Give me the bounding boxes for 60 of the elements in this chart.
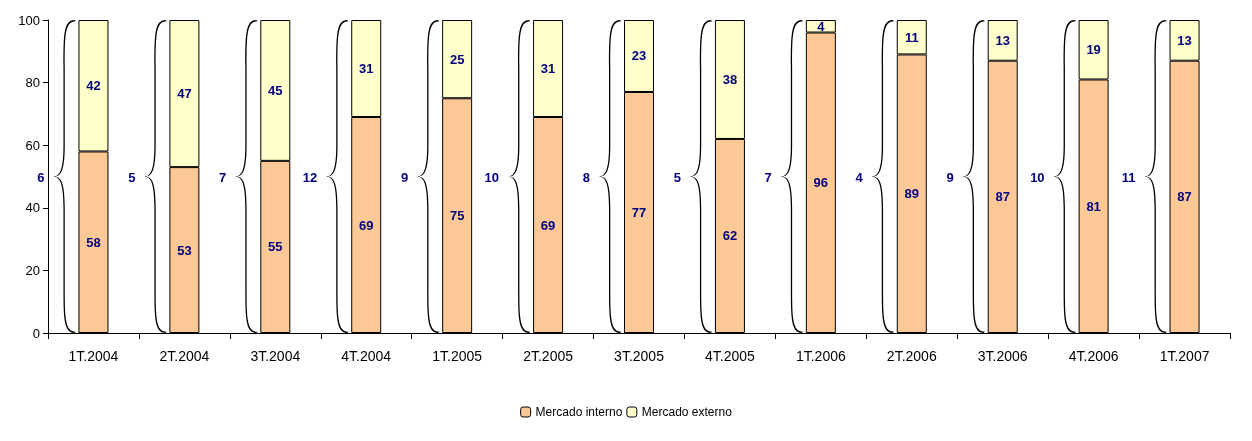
data-label: 31: [540, 61, 556, 77]
x-tick-label: 3T.2004: [250, 348, 301, 364]
data-label: 96: [813, 175, 829, 191]
annotation: 5: [673, 169, 681, 185]
x-tick-label: 1T.2006: [795, 348, 846, 364]
annotation: 12: [302, 169, 318, 185]
annotation: 11: [1121, 169, 1136, 185]
x-tick-label: 4T.2004: [341, 348, 392, 364]
data-label: 45: [268, 82, 283, 98]
y-tick-label: 80: [25, 75, 40, 91]
x-tick-label: 3T.2006: [977, 348, 1028, 364]
data-label: 87: [1177, 189, 1192, 205]
data-label: 69: [540, 217, 556, 233]
data-label: 13: [995, 32, 1010, 48]
data-label: 38: [722, 71, 738, 87]
annotation: 10: [1030, 169, 1045, 185]
x-tick-label: 1T.2004: [68, 348, 119, 364]
data-label: 87: [995, 189, 1010, 205]
data-label: 4: [817, 18, 826, 34]
legend-label: Mercado interno: [535, 405, 623, 419]
data-label: 53: [177, 242, 192, 258]
y-tick-label: 0: [32, 325, 40, 341]
data-label: 89: [904, 186, 919, 202]
data-label: 47: [177, 86, 192, 102]
x-tick-label: 3T.2005: [614, 348, 665, 364]
data-label: 19: [1086, 42, 1101, 58]
data-label: 42: [86, 78, 101, 94]
data-label: 31: [359, 61, 374, 77]
data-label: 77: [631, 204, 647, 220]
annotation: 4: [855, 169, 864, 185]
data-label: 75: [449, 208, 465, 224]
data-label: 55: [268, 239, 283, 255]
annotation: 7: [764, 169, 772, 185]
data-label: 25: [449, 51, 465, 67]
x-tick-label: 1T.2007: [1159, 348, 1210, 364]
data-label: 23: [631, 48, 647, 64]
y-tick-label: 40: [25, 200, 40, 216]
x-tick-label: 2T.2004: [159, 348, 210, 364]
annotation: 5: [128, 169, 136, 185]
annotation: 10: [484, 169, 500, 185]
text: 6: [37, 169, 45, 185]
x-tick-label: 2T.2006: [886, 348, 937, 364]
y-tick-label: 100: [18, 12, 40, 28]
annotation: 9: [400, 169, 409, 185]
x-tick-label: 1T.2005: [432, 348, 483, 364]
data-label: 11: [904, 29, 919, 45]
legend-label: Mercado externo: [641, 405, 733, 419]
data-label: 58: [86, 234, 101, 250]
annotation: 9: [946, 169, 954, 185]
y-tick-label: 20: [25, 262, 40, 278]
data-label: 69: [359, 217, 374, 233]
x-tick-label: 4T.2006: [1068, 348, 1119, 364]
data-label: 62: [722, 228, 738, 244]
data-label: 81: [1086, 198, 1101, 214]
annotation: 8: [582, 169, 590, 185]
annotation: 7: [219, 169, 227, 185]
y-tick-label: 60: [25, 137, 40, 153]
x-tick-label: 2T.2005: [523, 348, 574, 364]
data-label: 13: [1177, 32, 1192, 48]
x-tick-label: 4T.2005: [705, 348, 756, 364]
